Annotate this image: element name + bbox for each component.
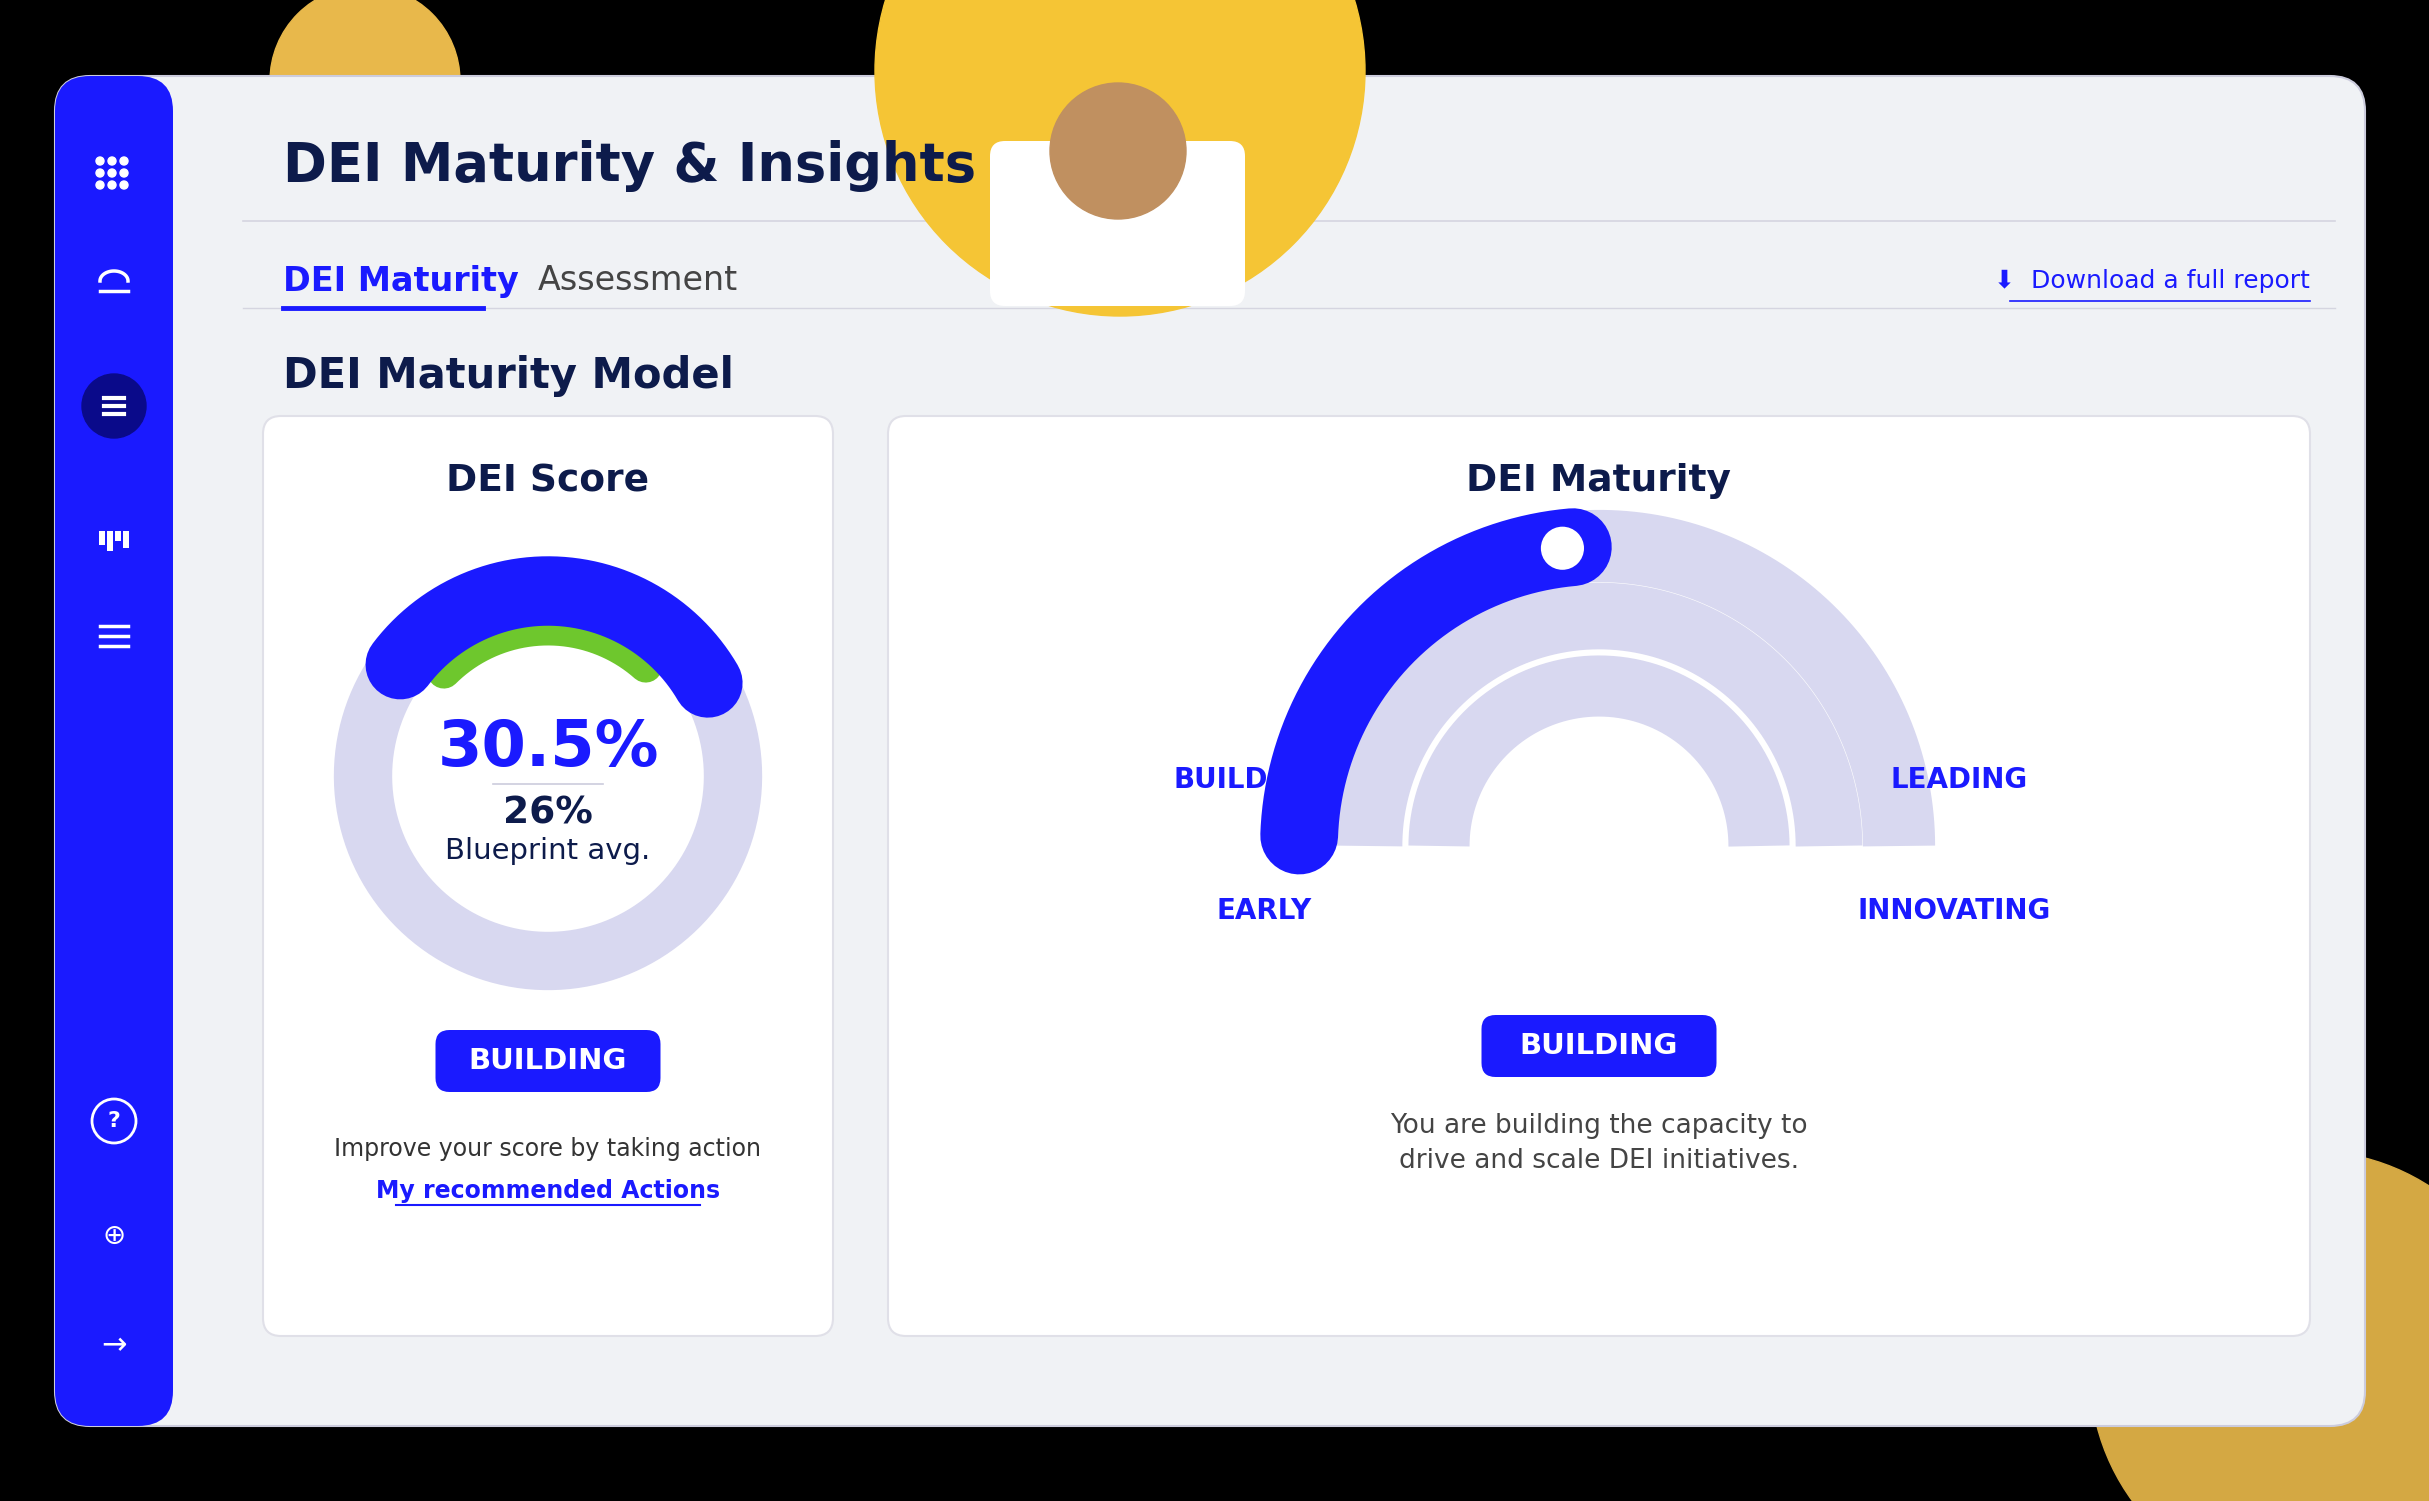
- Text: EARLY: EARLY: [1217, 898, 1312, 925]
- Text: DEI Maturity: DEI Maturity: [284, 264, 520, 297]
- Circle shape: [1049, 83, 1185, 219]
- Text: BUILDING: BUILDING: [469, 1048, 627, 1075]
- FancyBboxPatch shape: [100, 531, 104, 545]
- FancyBboxPatch shape: [56, 77, 172, 1426]
- Text: DEI Maturity: DEI Maturity: [1467, 462, 1732, 498]
- Text: drive and scale DEI initiatives.: drive and scale DEI initiatives.: [1399, 1148, 1800, 1174]
- Text: ⊕: ⊕: [102, 1222, 126, 1250]
- Circle shape: [97, 158, 104, 165]
- Text: BUILDING: BUILDING: [1521, 1033, 1678, 1060]
- Circle shape: [270, 0, 459, 176]
- Text: ⬇  Download a full report: ⬇ Download a full report: [1994, 269, 2310, 293]
- FancyBboxPatch shape: [124, 531, 129, 548]
- FancyBboxPatch shape: [435, 1030, 661, 1093]
- Circle shape: [874, 0, 1365, 317]
- Text: Improve your score by taking action: Improve your score by taking action: [335, 1136, 763, 1160]
- Text: 30.5%: 30.5%: [437, 717, 658, 779]
- Text: You are building the capacity to: You are building the capacity to: [1389, 1114, 1807, 1139]
- Circle shape: [2089, 1151, 2429, 1501]
- Circle shape: [83, 374, 146, 438]
- FancyBboxPatch shape: [114, 531, 121, 540]
- Text: 26%: 26%: [503, 796, 593, 832]
- Text: ?: ?: [107, 1111, 121, 1130]
- Text: My recommended Actions: My recommended Actions: [376, 1178, 719, 1202]
- Text: LEADING: LEADING: [1890, 766, 2028, 794]
- Circle shape: [119, 158, 129, 165]
- Text: DEI Maturity Model: DEI Maturity Model: [284, 356, 734, 396]
- FancyBboxPatch shape: [262, 416, 833, 1336]
- Circle shape: [119, 170, 129, 177]
- Text: →: →: [102, 1331, 126, 1360]
- Circle shape: [97, 182, 104, 189]
- Circle shape: [107, 170, 117, 177]
- Circle shape: [107, 158, 117, 165]
- Text: Assessment: Assessment: [537, 264, 738, 297]
- Circle shape: [97, 170, 104, 177]
- Circle shape: [1538, 524, 1586, 572]
- FancyBboxPatch shape: [991, 141, 1246, 306]
- FancyBboxPatch shape: [889, 416, 2310, 1336]
- FancyBboxPatch shape: [56, 77, 2366, 1426]
- Text: DEI Score: DEI Score: [447, 462, 649, 498]
- FancyBboxPatch shape: [1482, 1015, 1717, 1078]
- FancyBboxPatch shape: [107, 531, 114, 551]
- Circle shape: [119, 182, 129, 189]
- Circle shape: [107, 182, 117, 189]
- Text: Blueprint avg.: Blueprint avg.: [445, 838, 651, 865]
- Text: BUILDING: BUILDING: [1173, 766, 1324, 794]
- Text: DEI Maturity & Insights: DEI Maturity & Insights: [284, 140, 976, 192]
- Text: INNOVATING: INNOVATING: [1858, 898, 2050, 925]
